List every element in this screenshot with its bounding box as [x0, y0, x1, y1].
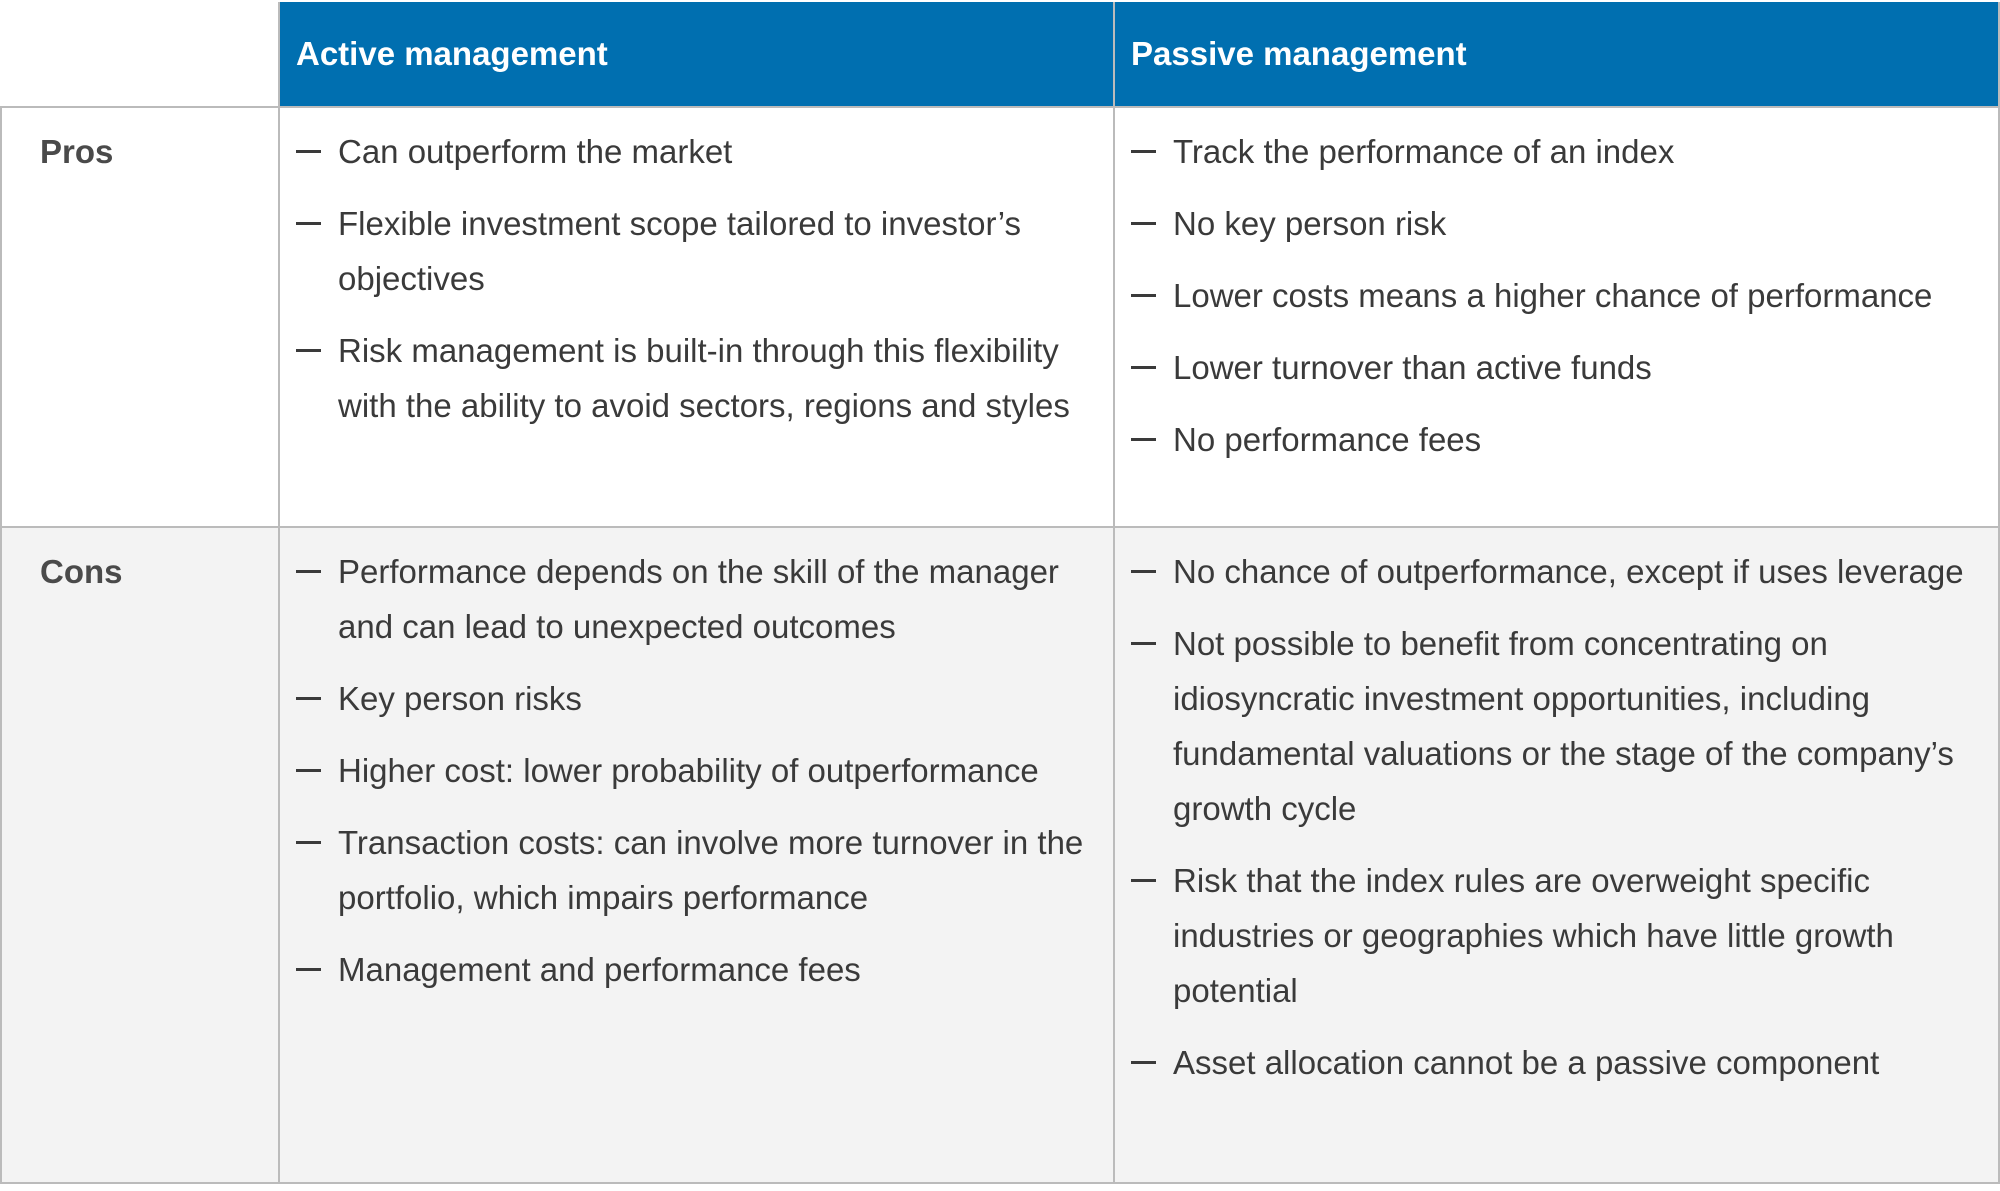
item-text: Can outperform the market [338, 133, 733, 170]
row-label: Pros [0, 106, 280, 528]
list-item: Higher cost: lower probability of outper… [296, 743, 1099, 798]
dash-marker [1131, 879, 1156, 882]
item-text: Key person risks [338, 680, 582, 717]
dash-marker [296, 697, 321, 700]
list-item: No key person risk [1131, 196, 1984, 251]
dash-marker [296, 570, 321, 573]
list-item: Management and performance fees [296, 942, 1099, 997]
column-header: Active management [278, 2, 1115, 107]
dash-marker [296, 222, 321, 225]
list-item: Lower turnover than active funds [1131, 340, 1984, 395]
table-row: Cons Performance depends on the skill of … [0, 526, 2000, 1184]
list-item: Key person risks [296, 671, 1099, 726]
list-item: Flexible investment scope tailored to in… [296, 196, 1099, 306]
table-row: Pros Can outperform the market Flexible in… [0, 106, 2000, 528]
table-cell: Can outperform the market Flexible invest… [278, 106, 1115, 528]
header-row: Active management Passive management [1, 2, 2000, 108]
item-text: Lower costs means a higher chance of per… [1173, 277, 1933, 314]
list-item: Track the performance of an index [1131, 124, 1984, 179]
dash-marker [296, 349, 321, 352]
item-text: No key person risk [1173, 205, 1447, 242]
dash-marker [1131, 150, 1156, 153]
item-text: No performance fees [1173, 421, 1482, 458]
list-item: Risk management is built-in through this… [296, 323, 1099, 433]
list-item: Risk that the index rules are overweight… [1131, 853, 1984, 1018]
table-cell: Performance depends on the skill of the … [278, 526, 1115, 1184]
item-text: Transaction costs: can involve more turn… [338, 824, 1084, 916]
dash-marker [296, 968, 321, 971]
item-text: Management and performance fees [338, 951, 861, 988]
list-item: Performance depends on the skill of the … [296, 544, 1099, 654]
item-text: Track the performance of an index [1173, 133, 1675, 170]
corner-cell [1, 2, 279, 108]
column-header: Passive management [1113, 2, 2000, 107]
dash-marker [1131, 366, 1156, 369]
item-text: Risk management is built-in through this… [338, 332, 1070, 424]
list-item: No performance fees [1131, 412, 1984, 467]
item-text: Flexible investment scope tailored to in… [338, 205, 1021, 297]
list-item: Not possible to benefit from concentrati… [1131, 616, 1984, 836]
item-text: Risk that the index rules are overweight… [1173, 862, 1894, 1009]
item-text: Lower turnover than active funds [1173, 349, 1652, 386]
list-item: Can outperform the market [296, 124, 1099, 179]
table-cell: No chance of outperformance, except if u… [1113, 526, 2000, 1184]
item-text: No chance of outperformance, except if u… [1173, 553, 1964, 590]
dash-marker [296, 769, 321, 772]
item-text: Performance depends on the skill of the … [338, 553, 1059, 645]
list-item: Asset allocation cannot be a passive com… [1131, 1035, 1984, 1090]
dash-marker [1131, 642, 1156, 645]
dash-marker [1131, 294, 1156, 297]
dash-marker [1131, 438, 1156, 441]
row-label: Cons [0, 526, 280, 1184]
table-cell: Track the performance of an index No key … [1113, 106, 2000, 528]
item-text: Asset allocation cannot be a passive com… [1173, 1044, 1880, 1081]
dash-marker [296, 150, 321, 153]
list-item: Transaction costs: can involve more turn… [296, 815, 1099, 925]
table-body: Pros Can outperform the market Flexible in… [0, 106, 2000, 1184]
list-item: Lower costs means a higher chance of per… [1131, 268, 1984, 323]
dash-marker [1131, 570, 1156, 573]
list-item: No chance of outperformance, except if u… [1131, 544, 1984, 599]
item-text: Not possible to benefit from concentrati… [1173, 625, 1954, 827]
dash-marker [1131, 222, 1156, 225]
item-text: Higher cost: lower probability of outper… [338, 752, 1039, 789]
dash-marker [296, 841, 321, 844]
dash-marker [1131, 1061, 1156, 1064]
